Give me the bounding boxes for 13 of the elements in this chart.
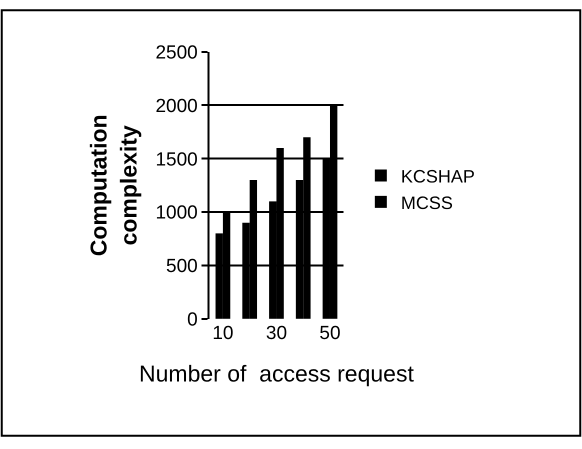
y-tick-label: 2500: [155, 42, 198, 64]
y-tick-label: 2000: [155, 96, 198, 117]
y-tick-label: 1000: [155, 202, 198, 224]
x-tick-label: 50: [319, 322, 341, 344]
x-tick-label: 10: [212, 322, 234, 344]
x-axis-title: Number of access request: [139, 360, 414, 386]
x-tick-label: 30: [266, 322, 288, 344]
y-tick-label: 500: [166, 256, 198, 278]
legend-label: KCSHAP: [400, 166, 475, 186]
y-tick-label: 1500: [155, 149, 198, 170]
legend-label: MCSS: [400, 192, 453, 213]
y-tick-label: 0: [187, 310, 198, 331]
y-axis-title: Computation complexity: [85, 114, 142, 256]
